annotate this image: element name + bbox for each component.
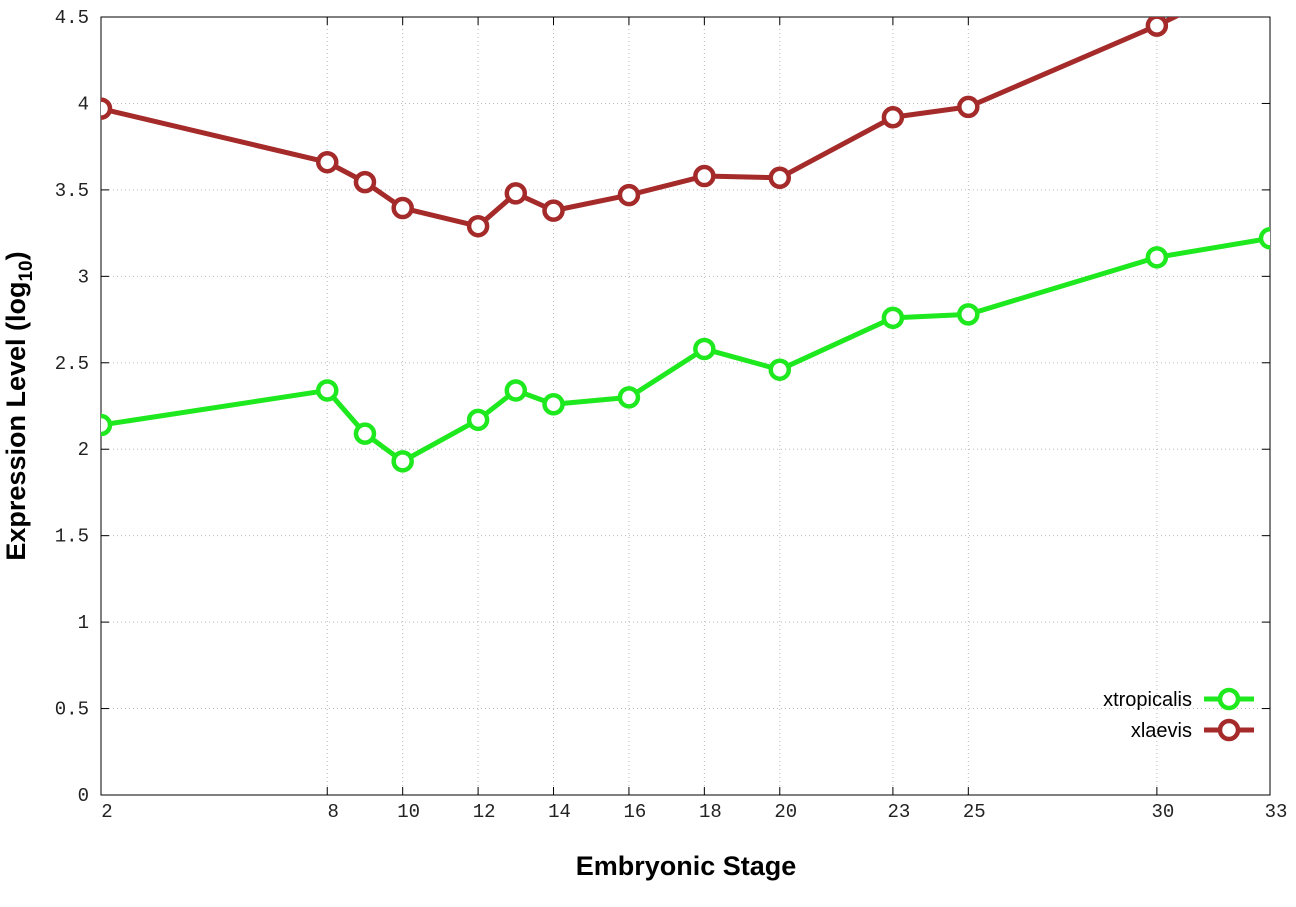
y-tick-label: 0.5 — [55, 699, 89, 721]
x-tick-label: 10 — [397, 801, 420, 823]
x-axis-title: Embryonic Stage — [576, 851, 797, 881]
legend-marker — [1217, 687, 1241, 711]
x-tick-label: 12 — [473, 801, 496, 823]
point-marker — [353, 170, 377, 194]
point-marker — [768, 166, 792, 190]
x-tick-label: 2 — [101, 801, 112, 823]
point-marker — [391, 196, 414, 220]
point-marker — [504, 182, 528, 205]
point-marker — [881, 306, 905, 330]
y-tick-label: 3.5 — [55, 180, 89, 202]
y-axis-title-suffix: ) — [1, 251, 31, 260]
legend-label: xtropicalis — [1103, 689, 1192, 711]
point-marker — [693, 164, 716, 188]
x-tick-label: 25 — [963, 801, 986, 823]
point-marker — [617, 183, 641, 207]
point-marker — [768, 358, 792, 381]
point-marker — [617, 386, 641, 409]
y-tick-label: 2.5 — [55, 353, 89, 375]
point-marker — [316, 150, 339, 174]
point-marker — [1145, 246, 1169, 269]
x-tick-label: 23 — [887, 801, 910, 823]
point-marker — [1258, 227, 1270, 250]
y-tick-label: 3 — [78, 266, 89, 288]
y-tick-label: 4.5 — [55, 7, 89, 29]
y-axis-title-subscript: 10 — [16, 260, 37, 281]
y-axis-title-text: Expression Level (log — [1, 282, 31, 561]
plot-frame — [100, 16, 1271, 796]
x-tick-label: 20 — [774, 801, 797, 823]
point-marker — [542, 199, 565, 222]
y-tick-label: 2 — [78, 439, 89, 461]
point-marker — [504, 379, 528, 402]
point-marker — [466, 408, 490, 432]
point-marker — [391, 450, 414, 473]
x-tick-label: 33 — [1265, 801, 1288, 823]
x-tick-label: 8 — [328, 801, 339, 823]
point-marker — [542, 393, 565, 416]
plot-area — [101, 17, 1270, 473]
point-marker — [316, 379, 339, 402]
legend-marker — [1217, 718, 1241, 742]
point-marker — [957, 303, 980, 326]
series-line — [101, 235, 1270, 464]
y-tick-label: 1.5 — [55, 526, 89, 548]
point-marker — [353, 422, 377, 445]
series-line — [101, 17, 1181, 229]
legend-label: xlaevis — [1131, 720, 1192, 742]
x-tick-label: 16 — [624, 801, 647, 823]
y-tick-label: 4 — [78, 93, 89, 115]
x-tick-label: 14 — [548, 801, 571, 823]
x-tick-label: 18 — [699, 801, 722, 823]
x-tick-label: 30 — [1151, 801, 1174, 823]
point-marker — [466, 214, 490, 238]
y-tick-label: 0 — [78, 785, 89, 807]
y-tick-label: 1 — [78, 612, 89, 634]
y-axis-title: Expression Level (log10) — [1, 251, 37, 560]
point-marker — [101, 97, 113, 120]
point-marker — [957, 95, 980, 119]
point-marker — [693, 337, 716, 361]
point-marker — [101, 413, 113, 437]
point-marker — [881, 106, 905, 129]
point-marker — [1145, 17, 1169, 37]
